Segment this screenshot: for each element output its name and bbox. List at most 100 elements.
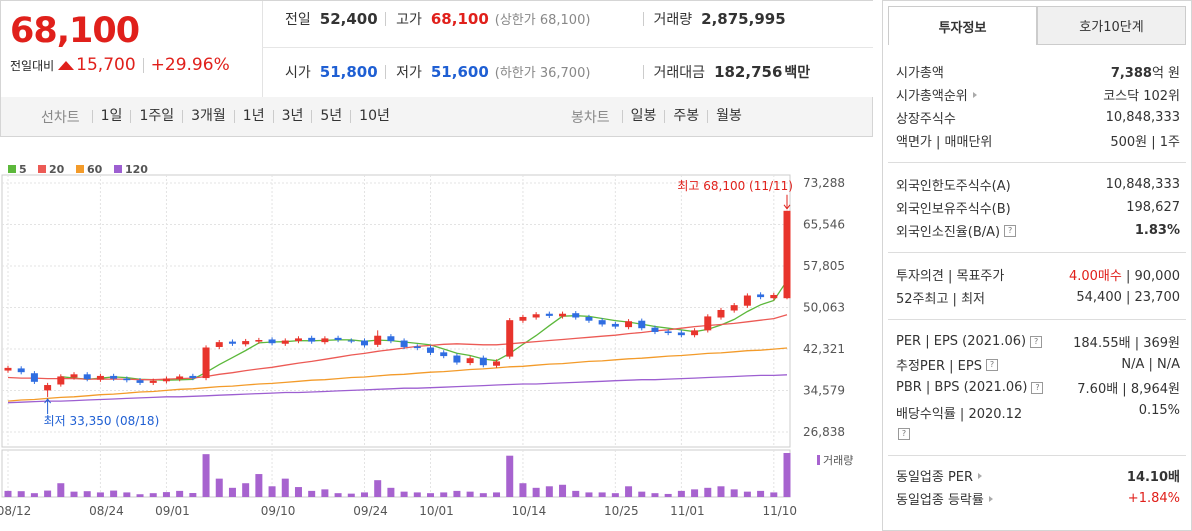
candle-body bbox=[519, 316, 527, 321]
more-arrow[interactable] bbox=[972, 91, 977, 98]
candle-body bbox=[374, 335, 382, 345]
x-tick-label: 09/10 bbox=[261, 504, 296, 518]
candle-body bbox=[770, 294, 778, 299]
volume-bar bbox=[572, 490, 580, 497]
volume-bar bbox=[651, 493, 659, 497]
volume-frame bbox=[1, 449, 791, 498]
item-note: (하한가 36,700) bbox=[494, 66, 591, 81]
tab[interactable]: 3개월 bbox=[182, 109, 234, 123]
tab[interactable]: 10년 bbox=[350, 109, 398, 123]
candle-body bbox=[255, 340, 263, 342]
tab[interactable]: 월봉 bbox=[707, 109, 750, 123]
row-value: 7.60배 | 8,964원 bbox=[1077, 378, 1180, 397]
info-tabs: 투자정보 호가10단계 bbox=[888, 6, 1186, 45]
candle-body bbox=[242, 341, 250, 345]
tab[interactable]: 1주일 bbox=[130, 109, 182, 123]
label-text: 배당수익률 | 2020.12 bbox=[896, 407, 1023, 422]
tab[interactable]: 주봉 bbox=[664, 109, 707, 123]
row-label: 배당수익률 | 2020.12? bbox=[896, 403, 1022, 440]
item-label: 고가 bbox=[396, 11, 422, 28]
volume-bar bbox=[427, 493, 435, 497]
info-tab[interactable]: 투자정보 bbox=[888, 6, 1037, 45]
row-label: PER | EPS (2021.06)? bbox=[896, 334, 1043, 349]
info-row: 배당수익률 | 2020.12? 0.15% bbox=[888, 399, 1186, 445]
summary-item: 저가 51,600 (하한가 36,700) bbox=[385, 63, 642, 81]
candle-body bbox=[506, 320, 514, 357]
more-arrow[interactable] bbox=[978, 472, 983, 479]
volume-bar bbox=[519, 483, 527, 497]
legend-swatch bbox=[8, 165, 16, 173]
candle-body bbox=[585, 316, 593, 321]
value-part: 7,388 bbox=[1110, 66, 1152, 81]
summary-row: 전일 52,400 고가 68,100 (상한가 68,100) 거래량 2,875,995 bbox=[262, 0, 873, 42]
candle-body bbox=[413, 346, 421, 349]
volume-bar bbox=[123, 492, 131, 497]
help-icon[interactable]: ? bbox=[1031, 381, 1044, 394]
candle-body bbox=[611, 323, 619, 327]
y-tick-label: 57,805 bbox=[803, 259, 845, 273]
volume-bar bbox=[83, 491, 91, 497]
candle-body bbox=[57, 376, 65, 385]
candle-body bbox=[96, 375, 104, 380]
volume-bar bbox=[757, 490, 765, 497]
volume-bar bbox=[4, 490, 12, 497]
summary: 전일 52,400 고가 68,100 (상한가 68,100) 거래량 2,875,995… bbox=[262, 0, 873, 98]
row-value: 184.55배 | 369원 bbox=[1073, 332, 1180, 351]
value-part: 4.00매수 bbox=[1068, 269, 1122, 284]
label-text: 투자의견 | 목표주가 bbox=[896, 269, 1005, 284]
volume-bar bbox=[268, 486, 276, 497]
volume-bar bbox=[625, 486, 633, 497]
row-value: 14.10배 bbox=[1127, 466, 1180, 485]
volume-bar bbox=[347, 493, 355, 497]
more-arrow[interactable] bbox=[988, 495, 993, 502]
volume-bar bbox=[638, 491, 646, 497]
volume-bar bbox=[691, 489, 699, 497]
row-value: 10,848,333 bbox=[1106, 110, 1180, 125]
info-group: 외국인한도주식수(A) 10,848,333 외국인보유주식수(B) 198,627 외… bbox=[888, 162, 1186, 252]
row-label: 상장주식수 bbox=[896, 108, 956, 127]
row-label: 시가총액 bbox=[896, 62, 944, 81]
ma-line bbox=[7, 347, 788, 402]
row-label: 동일업종 PER bbox=[896, 466, 983, 485]
legend-swatch bbox=[114, 165, 122, 173]
row-value: +1.84% bbox=[1128, 491, 1180, 506]
info-row: 동일업종 등락률 +1.84% bbox=[888, 487, 1186, 510]
ma-line bbox=[7, 374, 788, 404]
candle-body bbox=[228, 341, 236, 344]
label-text: 외국인소진율(B/A) bbox=[896, 225, 1001, 240]
volume-bar bbox=[400, 491, 408, 497]
value-part: 7.60배 | 8,964원 bbox=[1077, 382, 1180, 397]
volume-bar bbox=[783, 453, 791, 497]
separator bbox=[142, 57, 144, 73]
tab[interactable]: 3년 bbox=[272, 109, 312, 123]
info-row: 외국인한도주식수(A) 10,848,333 bbox=[888, 173, 1186, 196]
candle-body bbox=[638, 320, 646, 329]
quote-box: 68,100 전일대비 15,700 +29.96% bbox=[0, 0, 263, 98]
info-tab[interactable]: 호가10단계 bbox=[1037, 6, 1186, 45]
volume-bar bbox=[96, 492, 104, 497]
help-icon[interactable]: ? bbox=[1030, 335, 1043, 348]
tab[interactable]: 일봉 bbox=[621, 109, 665, 123]
volume-bar bbox=[704, 487, 712, 497]
help-icon[interactable]: ? bbox=[1004, 224, 1017, 237]
candle-body bbox=[651, 327, 659, 332]
item-unit: 백만 bbox=[784, 64, 811, 81]
chart-tabs: 선차트 1일 1주일 3개월 1년 3년 5년 10년 봉차트 일봉 주봉 월봉 bbox=[0, 97, 873, 137]
row-value: 10,848,333 bbox=[1106, 177, 1180, 192]
candle-body bbox=[149, 380, 157, 383]
help-icon[interactable]: ? bbox=[898, 428, 910, 440]
candle-body bbox=[453, 355, 461, 363]
tab[interactable]: 1일 bbox=[91, 109, 131, 123]
x-tick-label: 09/24 bbox=[353, 504, 388, 518]
row-label: 투자의견 | 목표주가 bbox=[896, 265, 1004, 284]
label-text: PBR | BPS (2021.06) bbox=[896, 380, 1028, 395]
candle-body bbox=[268, 339, 276, 344]
tab[interactable]: 1년 bbox=[233, 109, 273, 123]
label-text: 동일업종 PER bbox=[896, 470, 974, 485]
item-label: 저가 bbox=[396, 64, 422, 81]
tab[interactable]: 5년 bbox=[311, 109, 350, 123]
row-value: 0.15% bbox=[1139, 403, 1180, 418]
help-icon[interactable]: ? bbox=[985, 358, 998, 371]
volume-bar bbox=[677, 490, 685, 497]
